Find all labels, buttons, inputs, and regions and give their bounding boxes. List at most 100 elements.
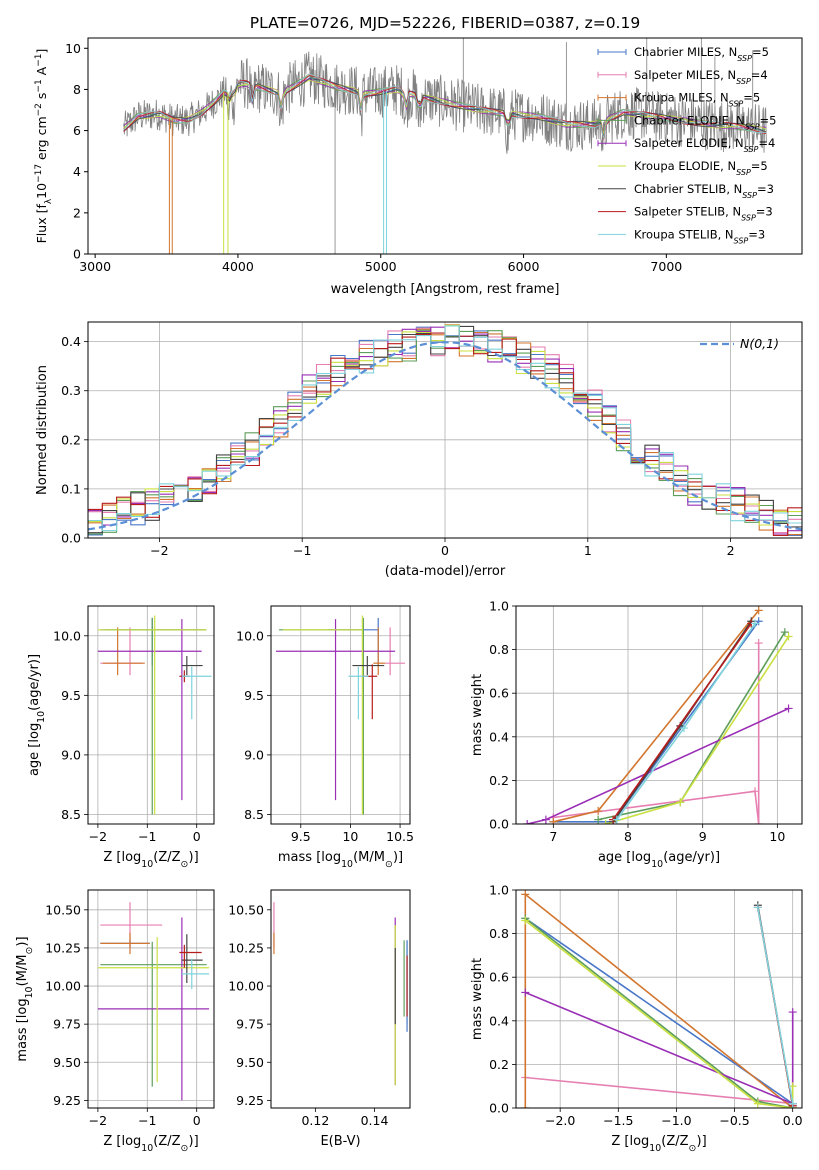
point-marker [754,606,763,615]
axes-frame [515,889,803,1109]
series-line [524,919,794,1108]
point-marker [754,820,763,824]
errorbar-chabrier-elodie [100,941,207,1087]
y-tick-label: 9.25 [236,1093,264,1108]
x-tick-label: 3000 [79,259,111,274]
y-tick-label: 9.50 [236,1055,264,1070]
age-vs-mass-axes: 9.5 10 10.5 8.5 9.0 9.5 10.0 mass [log10 (M/M⊙ … [236,605,414,870]
point-marker [523,820,532,824]
y-axis-label: mass [log10 (M/M⊙ )] [15,936,35,1061]
series-line [612,622,752,821]
axes-frame [515,605,803,825]
y-tick-label: 0.4 [61,334,81,349]
x-tick-label: −2 [89,829,107,844]
errorbar-kroupa-miles [100,932,150,955]
y-tick-label: 1.0 [489,883,509,898]
plot-area [521,890,797,1108]
weight-series-kroupa-elodie [601,632,793,824]
point-marker [753,1099,762,1108]
x-tick-label: −1 [293,543,311,558]
x-tick-label: 6000 [508,259,540,274]
y-axis-label: age [log10 (age/yr)] [27,654,47,776]
y-tick-label: 6 [73,123,81,138]
legend-label-kroupa-elodie: Kroupa ELODIE, NSSP=5 [634,159,768,177]
y-tick-label: 9.0 [61,747,81,762]
weight-series-kroupa-stelib [612,619,759,824]
series-line [525,1076,793,1105]
axes-frame [87,889,215,1109]
y-tick-label: 10 [65,41,81,56]
y-tick-label: 8.5 [61,807,81,822]
point-marker [788,1099,797,1108]
legend-label-salpeter-miles: Salpeter MILES, NSSP=4 [634,68,768,86]
legend-marker [597,140,627,147]
y-tick-label: 10.0 [53,628,81,643]
x-tick-label: 7000 [650,259,682,274]
y-tick-label: 0.3 [61,383,81,398]
model-spectrum-salpeter-stelib [123,75,767,140]
errorbar-salpeter-miles [100,902,163,948]
errorbar-salpeter-elodie [97,619,202,801]
point-marker [521,916,530,925]
weight-series-salpeter-elodie [523,704,793,824]
point-marker [594,815,603,824]
point-marker [612,815,621,824]
point-marker [521,890,530,899]
x-tick-label: −2.0 [545,1113,575,1128]
age-vs-Z-axes: −2 −1 0 8.5 9.0 9.5 10.0 Z [log10 (Z/Z⊙ )] age [… [27,605,215,870]
plot-area [275,615,406,815]
legend: Chabrier MILES, NSSP=5 Salpeter MILES, NS… [597,45,776,245]
y-tick-label: 9.75 [236,1017,264,1032]
x-tick-label: −1.0 [661,1113,691,1128]
mass-weight-vs-age-axes: 7 8 9 10 0.0 0.2 0.4 0.6 0.8 1.0 age [log10 (age/y… [470,599,803,870]
weight-series-salpeter-miles [549,639,763,824]
point-marker [750,787,759,796]
x-tick-label: 10.5 [386,829,414,844]
x-axis-label: E(B-V) [320,1134,360,1149]
legend-marker [597,117,627,124]
x-tick-label: 0 [193,1113,201,1128]
weight-series-chabrier-elodie [594,628,789,824]
y-axis-label: Flux [fλ10−17 erg cm−2 s−1 A−1] [34,49,54,244]
series-line [757,907,794,1104]
errorbar-salpeter-elodie [97,917,210,1101]
point-marker [784,632,793,641]
y-tick-label: 9.5 [244,688,264,703]
normal-curve [88,341,802,531]
legend-marker [597,49,627,55]
errorbar-kroupa-stelib [181,666,212,720]
errorbar-salpeter-elodie [275,619,396,801]
x-tick-label: −1 [138,1113,156,1128]
y-tick-label: 0.4 [489,729,509,744]
point-marker [601,820,610,824]
legend-label-chabrier-miles: Chabrier MILES, NSSP=5 [634,45,769,63]
errorbar-kroupa-stelib [181,958,210,990]
x-tick-label: 0 [193,829,201,844]
y-tick-label: 9.75 [53,1017,81,1032]
x-tick-label: 0.14 [361,1113,389,1128]
x-axis-label: Z [log10 (Z/Z⊙ )] [611,1134,706,1154]
y-tick-label: 9.5 [61,688,81,703]
series-line [553,609,760,823]
series-line [605,636,790,824]
y-tick-label: 9.0 [244,747,264,762]
legend-label-normal: N(0,1) [740,336,779,351]
point-marker [754,639,763,648]
x-tick-label: 0.0 [783,1113,803,1128]
y-tick-label: 8.5 [244,807,264,822]
series-line [524,991,794,1105]
y-tick-label: 10.25 [45,940,81,955]
errorbar-kroupa-elodie [97,615,207,815]
legend-marker [597,94,627,101]
series-line [553,643,760,824]
plot-area [523,606,793,824]
x-tick-label: 0 [441,543,449,558]
plot-area [97,615,212,815]
x-tick-label: 5000 [365,259,397,274]
y-axis-label: mass weight [470,958,485,1040]
x-tick-label: −0.5 [719,1113,749,1128]
errorbar-salpeter-stelib [179,944,202,968]
y-tick-label: 0.2 [489,773,509,788]
point-marker [549,817,558,824]
errorbar-kroupa-elodie [282,615,363,815]
